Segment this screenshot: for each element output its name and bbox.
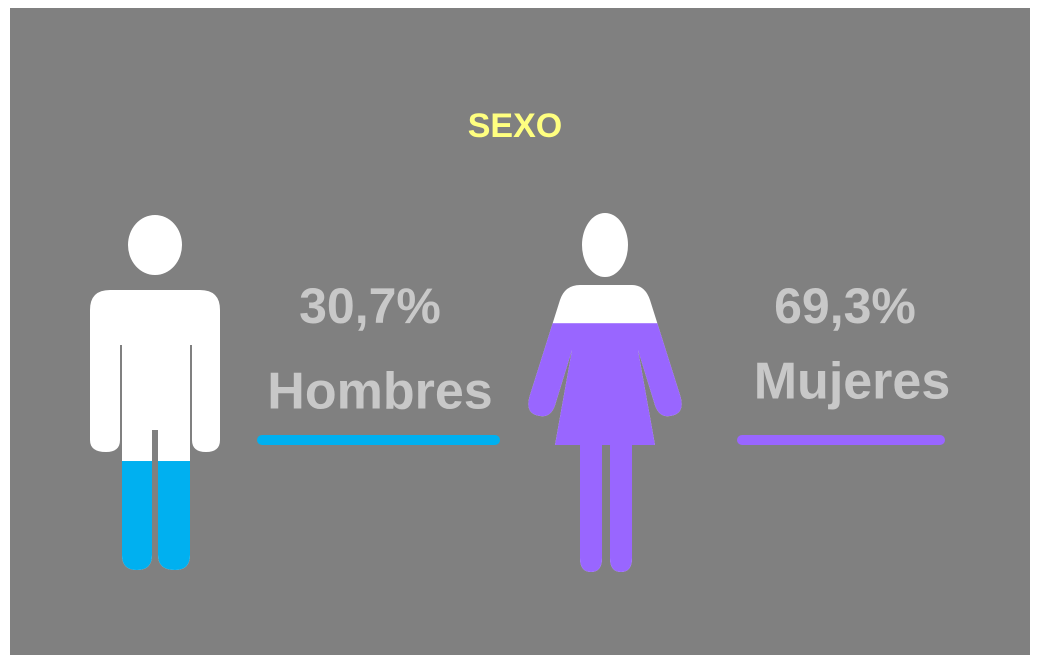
value-label: 69,3% (774, 278, 916, 334)
category-label: Mujeres (754, 353, 951, 411)
value-label: 30,7% (299, 278, 441, 334)
title: SEXO (468, 107, 562, 145)
category-label: Hombres (267, 363, 492, 421)
